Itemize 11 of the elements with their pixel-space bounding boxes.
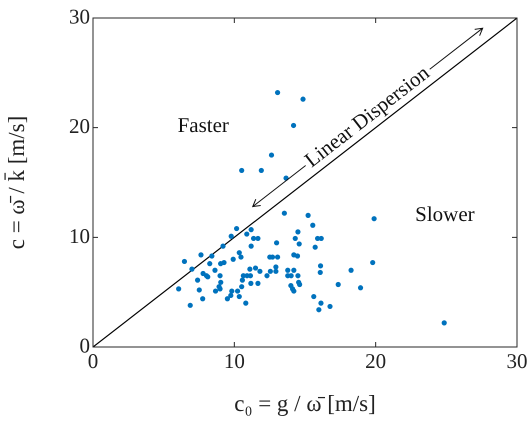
y-tick-label: 30 [69,4,90,29]
annotation: Faster [178,113,229,138]
y-axis-title: c = ω̄ / k̄ [m/s] [4,116,29,250]
y-tick-label: 0 [80,334,90,358]
x-tick-label: 20 [365,349,386,374]
x-axis-title: c₀ = g / ω̄ [m/s] [234,391,376,416]
y-tick-label: 20 [69,114,90,138]
y-tick-label: 10 [69,224,90,248]
x-tick-label: 30 [506,349,528,374]
x-tick-label: 10 [224,349,245,374]
annotation: Slower [415,202,475,226]
